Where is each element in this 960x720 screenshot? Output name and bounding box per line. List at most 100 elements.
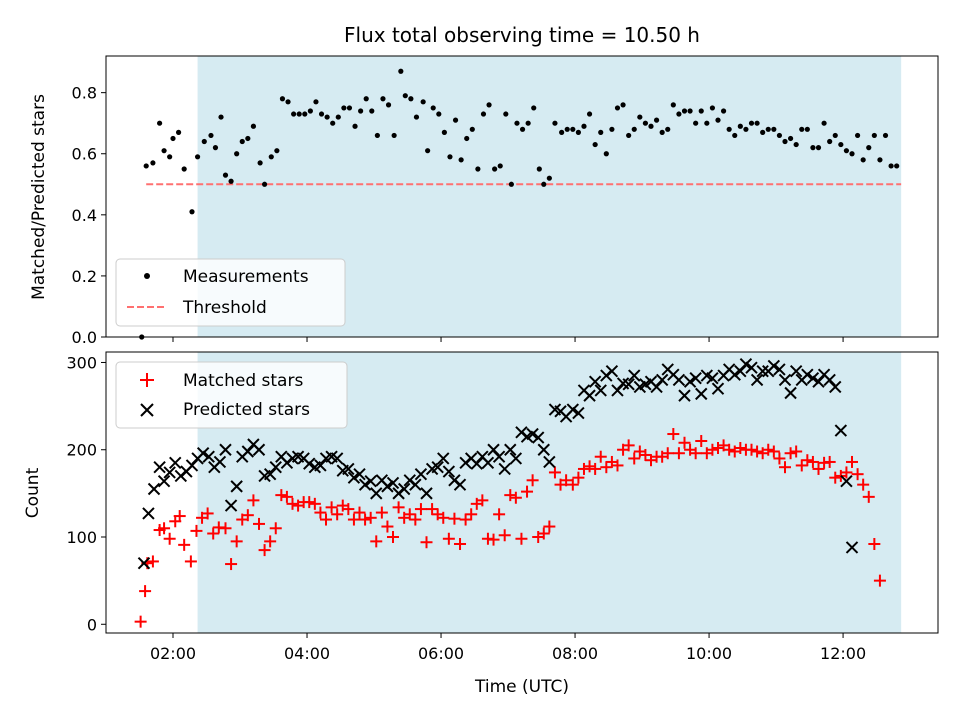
- measurement-point: [810, 145, 816, 151]
- matched-star-point: [868, 537, 881, 550]
- predicted-star-point: [342, 462, 355, 476]
- measurement-point: [659, 129, 665, 135]
- matched-star-point: [639, 448, 652, 461]
- measurement-point: [552, 120, 558, 126]
- measurement-point: [425, 148, 431, 154]
- measurement-point: [175, 129, 182, 135]
- measurement-point: [698, 108, 704, 114]
- legend-matched-label: Matched stars: [183, 371, 303, 391]
- matched-star-point: [611, 459, 624, 472]
- measurement-point: [843, 148, 850, 154]
- measurement-point: [436, 111, 442, 117]
- measurement-point: [760, 129, 766, 135]
- bottom-y-ticks: 0 100 200 300: [66, 353, 106, 634]
- predicted-star-point: [381, 480, 394, 493]
- predicted-star-point: [224, 499, 238, 512]
- matched-star-point: [711, 441, 724, 454]
- matched-star-point: [286, 497, 299, 510]
- x-tick-label: 02:00: [150, 644, 196, 663]
- measurement-point: [296, 111, 302, 117]
- y-tick-label: 200: [66, 441, 97, 460]
- measurement-point: [832, 132, 838, 139]
- measurement-point: [398, 68, 404, 74]
- matched-star-point: [364, 511, 377, 524]
- matched-star-point: [280, 490, 293, 503]
- matched-star-point: [801, 454, 814, 467]
- measurement-point: [676, 111, 682, 117]
- measurement-point: [245, 135, 251, 142]
- predicted-star-point: [778, 373, 792, 387]
- measurement-point: [642, 120, 649, 126]
- measurement-point: [603, 151, 609, 157]
- matched-star-point: [275, 489, 288, 502]
- matched-star-point: [219, 522, 232, 535]
- matched-star-point: [566, 478, 579, 491]
- matched-star-point: [857, 478, 870, 491]
- measurement-point: [787, 135, 794, 142]
- ratio-panel: 0.00.20.40.60.8 Matched/Predicted stars …: [29, 55, 939, 347]
- matched-star-point: [353, 506, 366, 519]
- predicted-star-point: [420, 487, 433, 500]
- predicted-star-point: [453, 478, 467, 491]
- matched-star-point: [840, 466, 853, 479]
- matched-star-point: [873, 574, 886, 587]
- count-panel: 0 100 200 300 02:00 04:00 06:00 08:00 10:00 12:0…: [23, 351, 939, 697]
- measurement-point: [849, 151, 855, 157]
- matched-star-point: [241, 509, 254, 522]
- matched-star-point: [454, 537, 467, 550]
- matched-star-point: [414, 503, 427, 516]
- matched-star-point: [370, 535, 383, 548]
- predicted-star-point: [750, 373, 764, 387]
- matched-star-point: [230, 535, 243, 548]
- predicted-star-point: [437, 452, 450, 465]
- chart-title: Flux total observing time = 10.50 h: [344, 23, 700, 47]
- predicted-star-point: [442, 465, 456, 478]
- measurement-point: [492, 166, 498, 172]
- measurement-point: [838, 141, 844, 148]
- measurement-point: [268, 154, 274, 160]
- measurement-point: [458, 157, 464, 163]
- measurement-point: [827, 138, 833, 145]
- measurement-point: [167, 154, 173, 160]
- measurement-point: [369, 108, 375, 114]
- predicted-star-point: [695, 387, 708, 401]
- measurement-point: [748, 120, 755, 126]
- measurement-point: [363, 96, 369, 102]
- legend-measurements-label: Measurements: [183, 267, 309, 287]
- predicted-star-point: [330, 452, 344, 465]
- measurement-point: [402, 93, 408, 99]
- matched-star-point: [521, 485, 534, 498]
- predicted-star-point: [739, 358, 753, 371]
- y-tick-label: 0.2: [72, 267, 97, 286]
- measurement-point: [302, 111, 308, 117]
- top-y-ticks: 0.0 0.2 0.4 0.6 0.8: [72, 84, 106, 347]
- measurement-point: [150, 160, 156, 166]
- matched-star-point: [146, 555, 159, 568]
- matched-star-point: [409, 513, 422, 526]
- matched-star-point: [784, 447, 797, 460]
- measurement-point: [866, 145, 872, 151]
- predicted-star-point: [801, 368, 814, 381]
- measurement-point: [877, 157, 883, 163]
- measurement-point: [888, 163, 894, 169]
- x-tick-label: 12:00: [820, 644, 866, 663]
- matched-star-point: [622, 439, 635, 452]
- matched-star-points: [134, 428, 886, 628]
- measurement-point: [391, 132, 397, 139]
- measurement-point: [143, 163, 149, 169]
- measurement-point: [480, 111, 487, 117]
- measurement-point: [307, 108, 313, 114]
- predicted-star-point: [358, 478, 372, 491]
- matched-star-point: [426, 503, 439, 516]
- predicted-star-point: [745, 361, 758, 374]
- predicted-star-point: [678, 389, 691, 402]
- predicted-star-point: [834, 424, 848, 437]
- matched-star-point: [572, 471, 585, 484]
- top-legend: Measurements Threshold: [115, 258, 346, 327]
- measurement-point: [754, 120, 760, 126]
- measurement-point: [782, 138, 788, 145]
- matched-star-point: [795, 459, 808, 472]
- predicted-star-point: [153, 460, 166, 474]
- matched-star-point: [420, 536, 433, 549]
- predicted-star-point: [219, 443, 232, 456]
